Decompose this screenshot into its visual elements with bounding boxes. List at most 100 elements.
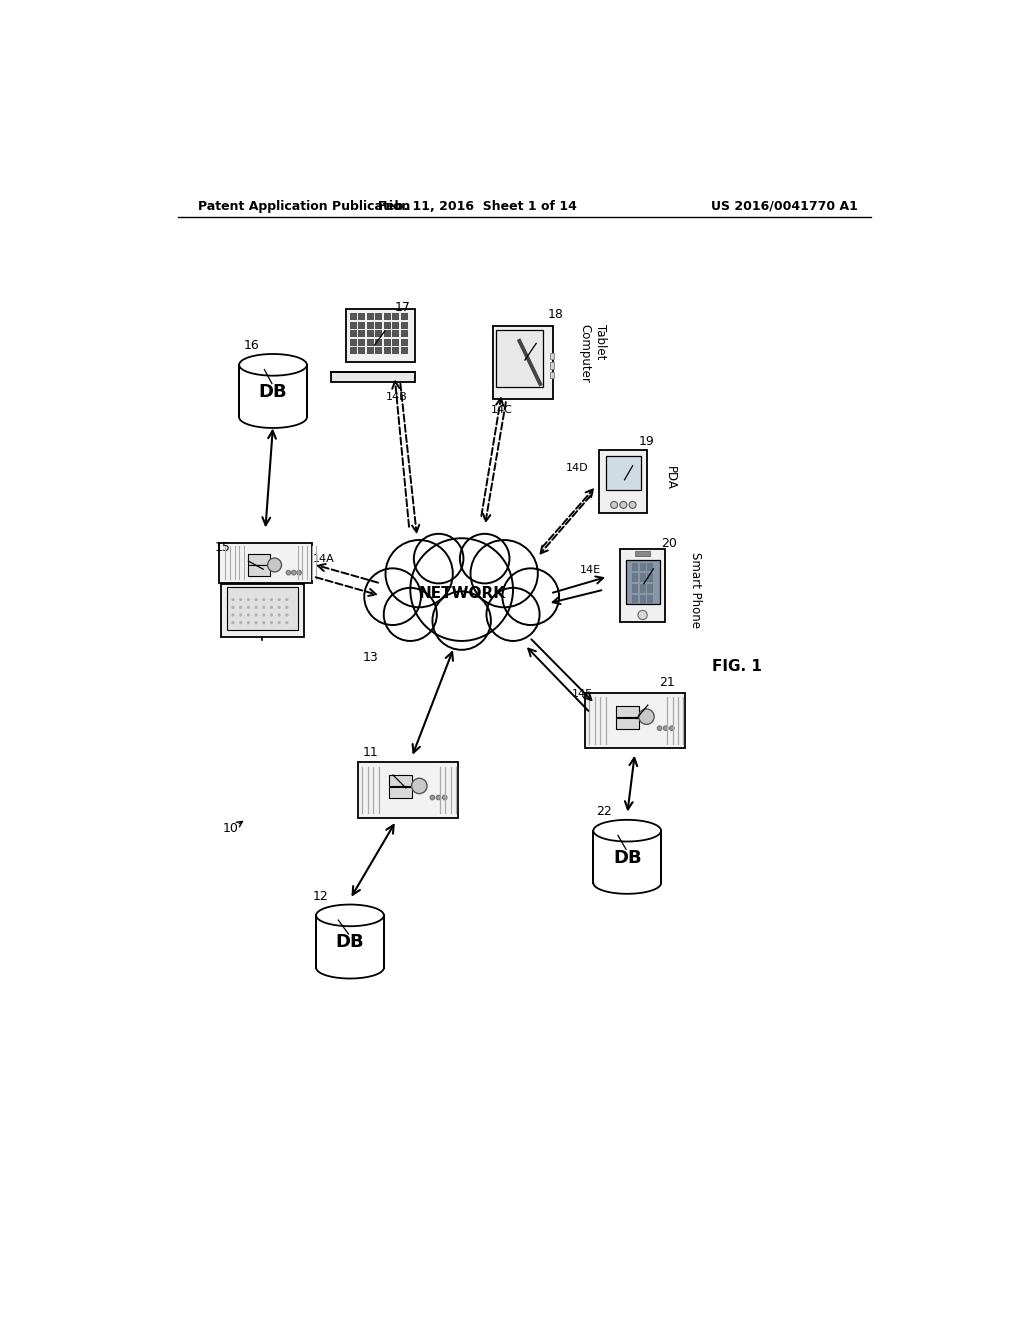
Bar bbox=[357, 762, 458, 817]
Circle shape bbox=[286, 606, 289, 609]
Text: 20: 20 bbox=[662, 537, 678, 550]
Ellipse shape bbox=[316, 957, 384, 978]
Bar bbox=[497, 330, 543, 388]
Bar bbox=[331, 372, 416, 383]
Bar bbox=[367, 322, 374, 329]
Ellipse shape bbox=[240, 407, 307, 428]
Bar bbox=[384, 347, 391, 354]
Text: DB: DB bbox=[613, 849, 641, 866]
Circle shape bbox=[270, 622, 273, 624]
Bar bbox=[400, 330, 408, 337]
Circle shape bbox=[610, 502, 617, 508]
Bar bbox=[358, 339, 366, 346]
Bar bbox=[384, 322, 391, 329]
Circle shape bbox=[384, 587, 437, 642]
Bar bbox=[249, 554, 270, 565]
Circle shape bbox=[270, 606, 273, 609]
Circle shape bbox=[639, 709, 654, 725]
Circle shape bbox=[486, 587, 540, 642]
Text: 14B: 14B bbox=[385, 392, 408, 403]
Circle shape bbox=[231, 622, 234, 624]
Circle shape bbox=[278, 598, 281, 601]
Bar bbox=[400, 313, 408, 321]
Bar bbox=[226, 587, 298, 631]
Bar bbox=[400, 347, 408, 354]
Bar bbox=[494, 326, 553, 399]
Circle shape bbox=[620, 502, 627, 508]
Text: 12: 12 bbox=[313, 890, 329, 903]
Circle shape bbox=[629, 502, 636, 508]
Bar bbox=[350, 330, 357, 337]
Circle shape bbox=[270, 598, 273, 601]
Bar bbox=[376, 322, 382, 329]
Circle shape bbox=[240, 598, 243, 601]
Bar bbox=[621, 549, 665, 622]
Bar bbox=[367, 339, 374, 346]
Bar bbox=[647, 585, 653, 593]
Circle shape bbox=[231, 598, 234, 601]
Bar bbox=[376, 330, 382, 337]
Bar bbox=[632, 585, 638, 593]
Text: 16: 16 bbox=[244, 339, 259, 352]
Text: 13: 13 bbox=[362, 651, 379, 664]
Bar bbox=[384, 330, 391, 337]
Bar bbox=[384, 313, 391, 321]
Text: 19: 19 bbox=[639, 436, 654, 449]
Circle shape bbox=[278, 614, 281, 616]
Text: 17: 17 bbox=[394, 301, 411, 314]
Bar bbox=[647, 562, 653, 572]
Circle shape bbox=[270, 614, 273, 616]
Circle shape bbox=[286, 622, 289, 624]
Bar bbox=[388, 788, 412, 799]
Circle shape bbox=[385, 540, 453, 607]
Circle shape bbox=[231, 614, 234, 616]
Circle shape bbox=[664, 726, 668, 730]
Ellipse shape bbox=[316, 904, 384, 927]
Bar bbox=[392, 330, 399, 337]
Text: Feb. 11, 2016  Sheet 1 of 14: Feb. 11, 2016 Sheet 1 of 14 bbox=[378, 199, 577, 213]
Text: 22: 22 bbox=[596, 805, 612, 818]
Circle shape bbox=[436, 795, 441, 800]
Circle shape bbox=[240, 622, 243, 624]
Circle shape bbox=[255, 606, 258, 609]
Text: Smart Phone: Smart Phone bbox=[689, 552, 701, 627]
Circle shape bbox=[247, 598, 250, 601]
Circle shape bbox=[247, 614, 250, 616]
Bar bbox=[346, 309, 416, 363]
Text: DB: DB bbox=[336, 933, 365, 952]
Circle shape bbox=[503, 569, 559, 626]
Bar bbox=[350, 339, 357, 346]
Bar bbox=[358, 322, 366, 329]
Circle shape bbox=[470, 540, 538, 607]
Circle shape bbox=[638, 610, 647, 619]
Bar bbox=[640, 595, 646, 603]
Circle shape bbox=[262, 606, 265, 609]
Circle shape bbox=[292, 570, 296, 576]
Bar bbox=[392, 347, 399, 354]
Bar bbox=[599, 450, 647, 513]
Ellipse shape bbox=[593, 873, 662, 894]
Text: Patent Application Publication: Patent Application Publication bbox=[199, 199, 411, 213]
Circle shape bbox=[411, 539, 513, 642]
Circle shape bbox=[247, 622, 250, 624]
Text: Tablet
Computer: Tablet Computer bbox=[579, 323, 606, 383]
Bar bbox=[392, 322, 399, 329]
Bar bbox=[316, 915, 384, 968]
Bar bbox=[615, 706, 639, 717]
Bar bbox=[585, 693, 685, 748]
Bar bbox=[392, 313, 399, 321]
Circle shape bbox=[286, 598, 289, 601]
Circle shape bbox=[286, 614, 289, 616]
Text: 15: 15 bbox=[215, 541, 230, 554]
Bar bbox=[593, 830, 662, 883]
Circle shape bbox=[412, 779, 427, 793]
Bar bbox=[640, 585, 646, 593]
Bar bbox=[367, 330, 374, 337]
Bar bbox=[358, 347, 366, 354]
Bar bbox=[358, 313, 366, 321]
Circle shape bbox=[286, 570, 291, 576]
Text: US 2016/0041770 A1: US 2016/0041770 A1 bbox=[712, 199, 858, 213]
Circle shape bbox=[255, 598, 258, 601]
Bar bbox=[626, 560, 659, 603]
Circle shape bbox=[255, 614, 258, 616]
